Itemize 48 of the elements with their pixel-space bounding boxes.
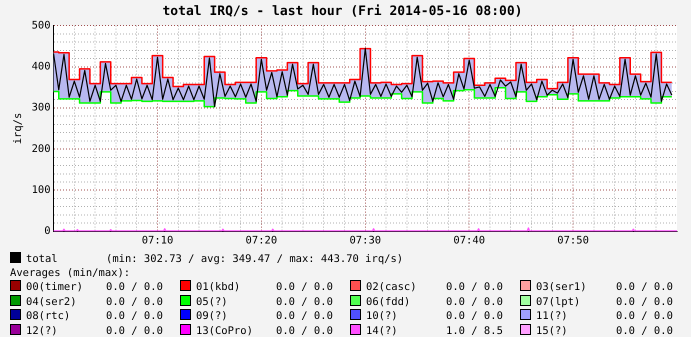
x-tick-label: 07:40 bbox=[453, 234, 486, 246]
legend-label: total bbox=[26, 253, 59, 266]
legend-label: 11(?) bbox=[536, 310, 569, 324]
text: (min: 302.73 / avg: 349.47 / max: 443.70 irq/s) bbox=[106, 253, 404, 265]
y-tick-label: 300 bbox=[32, 102, 51, 114]
text: 0.0 / 0.0 bbox=[106, 296, 163, 308]
x-tick-label: 07:50 bbox=[557, 234, 589, 246]
legend-label: 08(rtc) bbox=[26, 310, 72, 324]
text: 1.0 / 8.5 bbox=[446, 324, 503, 336]
text: 0.0 / 0.0 bbox=[276, 310, 333, 322]
x-tick-label: 07:10 bbox=[142, 234, 174, 246]
text: 0.0 / 0.0 bbox=[276, 324, 333, 336]
text: 0.0 / 0.0 bbox=[106, 281, 163, 293]
legend-label: 09(?) bbox=[196, 310, 229, 324]
legend-label: 03(ser1) bbox=[536, 281, 588, 294]
text: 0.0 / 0.0 bbox=[276, 281, 333, 293]
chart-title: total IRQ/s - last hour (Fri 2014-05-16 08:00) bbox=[162, 4, 523, 20]
y-tick-label: 500 bbox=[32, 19, 51, 32]
y-axis-title: irq/s bbox=[12, 112, 24, 144]
legend-label: 14(?) bbox=[366, 324, 399, 337]
y-tick-label: 400 bbox=[32, 60, 51, 72]
text: 0.0 / 0.0 bbox=[446, 310, 503, 322]
legend-label: 01(kbd) bbox=[196, 281, 242, 294]
legend-label: 04(ser2) bbox=[26, 296, 78, 309]
y-tick-label: 100 bbox=[32, 184, 51, 196]
text: 0.0 / 0.0 bbox=[616, 310, 673, 322]
text: 0.0 / 0.0 bbox=[616, 324, 673, 336]
x-tick-label: 07:30 bbox=[349, 234, 382, 246]
text: 0.0 / 0.0 bbox=[446, 296, 503, 308]
text: 0.0 / 0.0 bbox=[446, 281, 503, 293]
text: 0.0 / 0.0 bbox=[106, 310, 163, 322]
legend-label: 05(?) bbox=[196, 296, 229, 309]
text: 0.0 / 0.0 bbox=[616, 296, 673, 308]
legend-label: 02(casc) bbox=[366, 281, 418, 294]
text: Averages (min/max): bbox=[10, 266, 132, 280]
y-tick-label: 0 bbox=[44, 225, 51, 238]
legend-label: 07(lpt) bbox=[536, 296, 582, 309]
y-tick-label: 200 bbox=[32, 142, 51, 155]
legend-label: 12(?) bbox=[26, 324, 59, 337]
legend-label: 13(CoPro) bbox=[196, 324, 254, 337]
legend-label: 00(timer) bbox=[26, 281, 84, 294]
legend-label: 06(fdd) bbox=[366, 296, 412, 309]
legend-label: 10(?) bbox=[366, 310, 399, 324]
text: 0.0 / 0.0 bbox=[616, 281, 673, 293]
legend-label: 15(?) bbox=[536, 324, 569, 337]
text: 0.0 / 0.0 bbox=[276, 296, 333, 308]
x-tick-label: 07:20 bbox=[246, 234, 278, 246]
text: 0.0 / 0.0 bbox=[106, 324, 163, 336]
